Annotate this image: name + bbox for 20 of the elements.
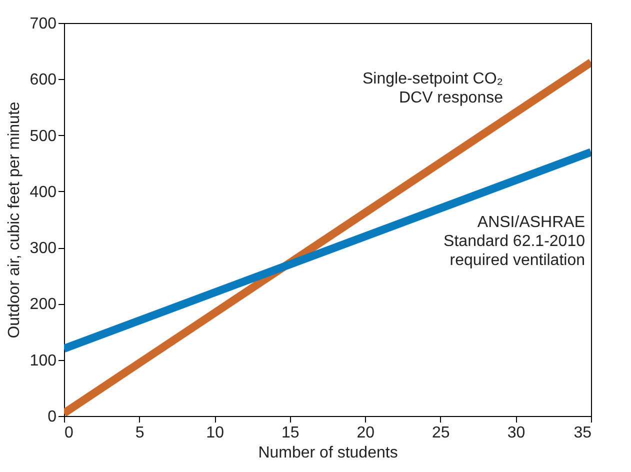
y-tick-label: 700 xyxy=(30,16,57,32)
x-tick-label: 10 xyxy=(206,424,224,442)
series-label: ANSI/ASHRAE Standard 62.1-2010 required ventilation xyxy=(444,214,586,270)
y-tick-label: 400 xyxy=(30,184,57,201)
x-tick-label: 35 xyxy=(574,424,592,442)
y-tick-label: 200 xyxy=(30,296,57,314)
x-axis-title: Number of students xyxy=(258,444,398,462)
y-tick-label: 0 xyxy=(48,408,57,426)
x-tick-label: 0 xyxy=(64,424,74,442)
x-tick-label: 15 xyxy=(281,424,300,442)
y-tick-label: 500 xyxy=(30,128,57,145)
y-tick-label: 100 xyxy=(30,352,57,370)
x-tick-label: 30 xyxy=(507,424,526,442)
x-tick-label: 5 xyxy=(135,424,144,442)
y-tick-label: 600 xyxy=(30,72,57,89)
y-tick-label: 300 xyxy=(30,240,57,258)
y-axis-title: Outdoor air, cubic feet per minute xyxy=(6,102,23,338)
x-tick-label: 20 xyxy=(356,424,375,442)
series-label: Single-setpoint CO₂ DCV response xyxy=(362,70,504,106)
x-tick-label: 25 xyxy=(432,424,450,442)
